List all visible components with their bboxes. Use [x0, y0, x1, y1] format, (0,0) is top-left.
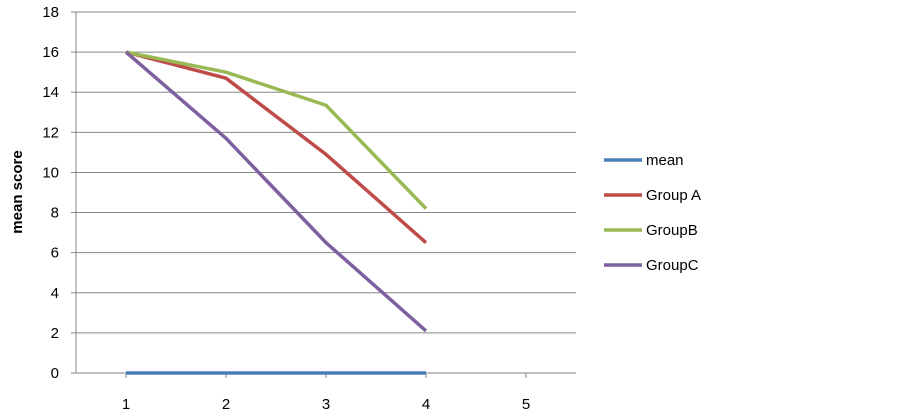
legend-label: GroupC — [646, 257, 699, 274]
y-tick-label: 10 — [42, 164, 59, 181]
series-lines — [124, 50, 428, 375]
y-tick-label: 6 — [51, 245, 59, 262]
y-axis-label: mean score — [9, 150, 26, 233]
y-tick-label: 18 — [42, 4, 59, 21]
x-tick-label: 4 — [422, 396, 430, 413]
y-tick-label: 0 — [51, 365, 59, 382]
series-line-groupb — [125, 50, 428, 210]
legend-label: GroupB — [646, 222, 698, 239]
series-line-group-a — [125, 50, 428, 244]
legend-label: Group A — [646, 187, 701, 204]
y-tick-label: 4 — [51, 285, 59, 302]
legend: mean Group A GroupB GroupC — [604, 152, 701, 274]
x-tick-label: 2 — [222, 396, 230, 413]
y-tick-label: 14 — [42, 84, 59, 101]
legend-label: mean — [646, 152, 684, 169]
y-tick-label: 2 — [51, 325, 59, 342]
series-line-groupc — [124, 50, 428, 333]
x-axis-ticks: 1 2 3 4 5 — [122, 396, 530, 413]
y-tick-label: 12 — [42, 124, 59, 141]
y-tick-label: 8 — [51, 205, 59, 222]
y-axis-ticks: 0 2 4 6 8 10 12 14 16 18 — [42, 4, 59, 382]
x-tick-label: 3 — [322, 396, 330, 413]
x-tick-label: 1 — [122, 396, 130, 413]
x-tick-label: 5 — [522, 396, 530, 413]
gridlines — [71, 11, 576, 378]
y-tick-label: 16 — [42, 44, 59, 61]
